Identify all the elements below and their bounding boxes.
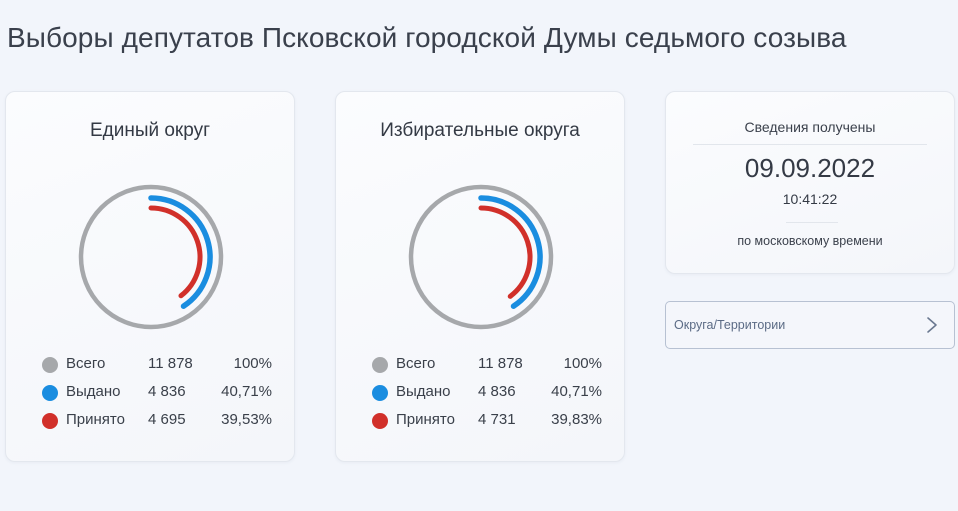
issued-dot-icon — [42, 385, 58, 401]
issued-arc — [478, 195, 543, 309]
legend-label: Принято — [396, 411, 455, 428]
legend-label: Всего — [66, 355, 106, 372]
legend-count: 11 878 — [478, 355, 523, 372]
legend-percent: 40,71% — [551, 383, 602, 400]
legend-count: 11 878 — [148, 355, 193, 372]
accepted-arc — [478, 205, 533, 299]
issued-dot-icon — [372, 385, 388, 401]
card-single-district: Единый округ Всего 11 878 100% Выдано 4 … — [5, 91, 295, 462]
card-electoral-districts: Избирательные округа Всего 11 878 100% В… — [335, 91, 625, 462]
info-time: 10:41:22 — [782, 191, 838, 207]
legend-percent: 100% — [233, 355, 272, 372]
legend-label: Всего — [396, 355, 436, 372]
card-title: Избирательные округа — [380, 120, 580, 141]
legend-percent: 39,53% — [221, 411, 272, 428]
donut-chart — [78, 184, 224, 330]
accepted-arc — [148, 205, 203, 299]
info-label: Сведения получены — [744, 119, 876, 135]
legend-percent: 100% — [563, 355, 602, 372]
info-card: Сведения получены 09.09.2022 10:41:22 по… — [665, 91, 955, 274]
total-dot-icon — [42, 357, 58, 373]
page-title: Выборы депутатов Псковской городской Дум… — [7, 22, 847, 53]
legend-row-accepted: Принято 4 731 39,83% — [372, 410, 602, 438]
timezone-note: по московскому времени — [737, 234, 883, 248]
legend-count: 4 836 — [148, 383, 186, 400]
districts-territories-button[interactable]: Округа/Территории — [665, 301, 955, 349]
total-dot-icon — [372, 357, 388, 373]
legend-count: 4 836 — [478, 383, 516, 400]
legend: Всего 11 878 100% Выдано 4 836 40,71% Пр… — [42, 354, 272, 438]
nav-label: Округа/Территории — [674, 318, 786, 332]
legend-row-issued: Выдано 4 836 40,71% — [42, 382, 272, 410]
chevron-right-icon — [927, 317, 937, 333]
accepted-dot-icon — [372, 413, 388, 429]
info-date: 09.09.2022 — [744, 153, 876, 183]
legend-row-accepted: Принято 4 695 39,53% — [42, 410, 272, 438]
donut-chart — [408, 184, 554, 330]
legend-percent: 40,71% — [221, 383, 272, 400]
legend-percent: 39,83% — [551, 411, 602, 428]
legend-count: 4 695 — [148, 411, 186, 428]
legend-label: Выдано — [396, 383, 451, 400]
issued-arc — [148, 195, 213, 309]
legend-label: Выдано — [66, 383, 121, 400]
legend-row-issued: Выдано 4 836 40,71% — [372, 382, 602, 410]
accepted-dot-icon — [42, 413, 58, 429]
legend: Всего 11 878 100% Выдано 4 836 40,71% Пр… — [372, 354, 602, 438]
legend-count: 4 731 — [478, 411, 516, 428]
legend-row-total: Всего 11 878 100% — [372, 354, 602, 382]
divider — [786, 222, 838, 223]
card-title: Единый округ — [89, 120, 211, 141]
legend-row-total: Всего 11 878 100% — [42, 354, 272, 382]
total-ring — [78, 184, 224, 330]
divider — [693, 144, 927, 145]
total-ring — [408, 184, 554, 330]
legend-label: Принято — [66, 411, 125, 428]
